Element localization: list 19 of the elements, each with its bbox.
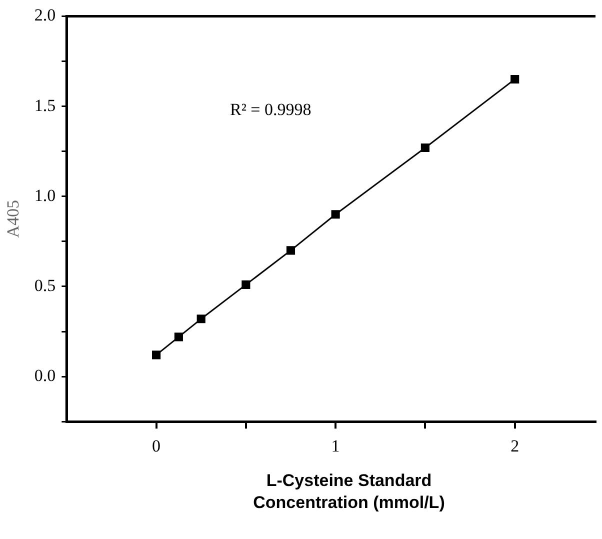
y-tick-label: 2.0 [34,6,56,25]
y-axis-title: A405 [4,200,23,238]
point [510,74,520,84]
point [174,332,183,342]
point [331,210,340,219]
y-tick-label: 0.5 [34,276,56,295]
y-tick-label: 0.0 [34,366,56,386]
annotation: R² = 0.9998 [230,100,312,120]
x-axis-title: L-Cysteine Standard Concentration (mmol/L) [252,470,446,514]
x-tick-label: 1 [331,436,340,456]
point [242,280,250,289]
point [196,314,206,324]
point [420,143,430,152]
y-tick-label: 1.0 [34,186,56,205]
x-tick-label: 2 [510,436,520,456]
y-tick-label: 1.5 [34,96,56,115]
point [286,246,296,255]
point [152,350,161,360]
x-tick-label: 0 [152,436,161,456]
